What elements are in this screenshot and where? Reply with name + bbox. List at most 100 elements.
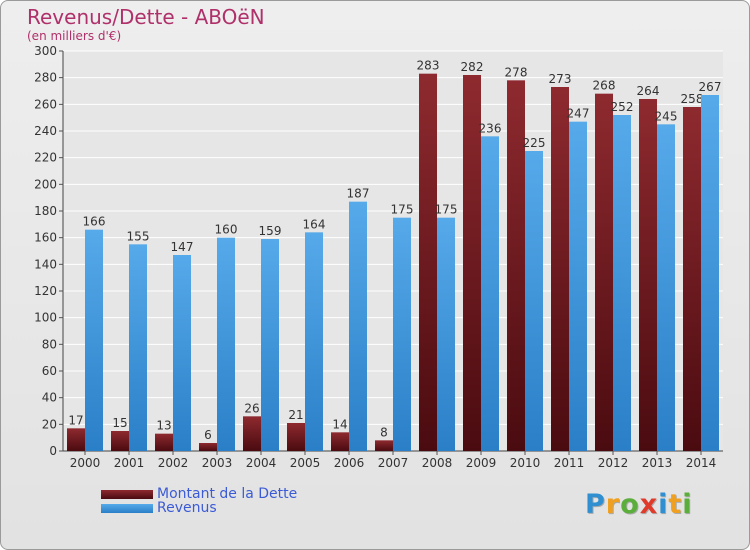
debt-bar-2002 (155, 433, 173, 451)
revenue-value-2002: 147 (171, 240, 194, 254)
x-tick-label-2004: 2004 (246, 456, 277, 470)
revenue-value-2003: 160 (215, 223, 238, 237)
y-tick-label: 240 (34, 124, 57, 138)
x-tick-label-2006: 2006 (334, 456, 365, 470)
debt-bar-2003 (199, 443, 217, 451)
revenue-value-2005: 164 (303, 217, 326, 231)
x-tick-label-2010: 2010 (510, 456, 541, 470)
revenue-bar-2008 (437, 217, 455, 451)
debt-value-2002: 13 (156, 419, 171, 433)
y-tick-label: 180 (34, 204, 57, 218)
debt-bar-2010 (507, 80, 525, 451)
y-tick-label: 120 (34, 284, 57, 298)
y-tick-label: 0 (49, 444, 57, 458)
revenue-value-2014: 267 (699, 80, 722, 94)
debt-value-2011: 273 (549, 72, 572, 86)
proxiti-logo: Proxiti (585, 489, 693, 520)
revenue-bar-2000 (85, 229, 103, 451)
x-tick-label-2013: 2013 (642, 456, 673, 470)
y-tick-label: 280 (34, 71, 57, 85)
revenue-bar-2013 (657, 124, 675, 451)
revenue-bar-2012 (613, 115, 631, 451)
x-tick-label-2001: 2001 (114, 456, 145, 470)
debt-value-2009: 282 (461, 60, 484, 74)
y-tick-label: 40 (42, 391, 57, 405)
legend: Montant de la Dette Revenus (101, 487, 297, 515)
legend-label-debt: Montant de la Dette (157, 486, 298, 502)
revenue-value-2007: 175 (391, 203, 414, 217)
legend-item-debt: Montant de la Dette (101, 487, 297, 501)
y-tick-label: 160 (34, 231, 57, 245)
logo-letter: i (658, 489, 669, 520)
y-tick-label: 80 (42, 337, 57, 351)
debt-value-2014: 258 (681, 92, 704, 106)
x-tick-label-2008: 2008 (422, 456, 453, 470)
debt-bar-2014 (683, 107, 701, 451)
legend-swatch-debt (101, 489, 153, 499)
revenue-bar-2004 (261, 239, 279, 451)
debt-value-2007: 8 (380, 425, 388, 439)
revenue-value-2008: 175 (435, 203, 458, 217)
debt-value-2003: 6 (204, 428, 212, 442)
revenue-value-2001: 155 (127, 229, 150, 243)
revenue-bar-2006 (349, 201, 367, 451)
debt-bar-2011 (551, 87, 569, 451)
debt-bar-2007 (375, 440, 393, 451)
y-tick-label: 60 (42, 364, 57, 378)
chart-subtitle: (en milliers d'€) (27, 29, 122, 43)
revenue-bar-2007 (393, 217, 411, 451)
x-tick-label-2011: 2011 (554, 456, 585, 470)
debt-bar-2000 (67, 428, 85, 451)
revenue-bar-2014 (701, 95, 719, 451)
revenue-value-2000: 166 (83, 215, 106, 229)
chart-title: Revenus/Dette - ABOëN (27, 5, 265, 29)
x-tick-label-2009: 2009 (466, 456, 497, 470)
x-tick-label-2012: 2012 (598, 456, 629, 470)
x-tick-label-2003: 2003 (202, 456, 233, 470)
revenue-value-2012: 252 (611, 100, 634, 114)
debt-value-2005: 21 (288, 408, 303, 422)
debt-bar-2006 (331, 432, 349, 451)
y-tick-label: 300 (34, 44, 57, 58)
revenue-bar-2005 (305, 232, 323, 451)
debt-value-2013: 264 (637, 84, 660, 98)
revenue-bar-2001 (129, 244, 147, 451)
legend-label-revenue: Revenus (157, 500, 217, 516)
revenue-value-2011: 247 (567, 107, 590, 121)
debt-value-2010: 278 (505, 65, 528, 79)
y-tick-label: 260 (34, 97, 57, 111)
logo-letter: P (585, 489, 606, 520)
debt-value-2000: 17 (68, 413, 83, 427)
x-tick-label-2007: 2007 (378, 456, 409, 470)
debt-value-2001: 15 (112, 416, 127, 430)
revenue-bar-2009 (481, 136, 499, 452)
debt-bar-2008 (419, 73, 437, 452)
revenue-bar-2003 (217, 237, 235, 451)
revenue-bar-2011 (569, 121, 587, 452)
debt-value-2008: 283 (417, 59, 440, 73)
legend-item-revenue: Revenus (101, 501, 297, 515)
x-tick-label-2000: 2000 (70, 456, 101, 470)
x-tick-label-2002: 2002 (158, 456, 189, 470)
debt-bar-2001 (111, 431, 129, 451)
y-tick-label: 140 (34, 257, 57, 271)
debt-bar-2005 (287, 423, 305, 451)
x-tick-label-2005: 2005 (290, 456, 321, 470)
y-tick-label: 220 (34, 151, 57, 165)
logo-letter: x (639, 489, 659, 520)
legend-swatch-revenue (101, 503, 153, 513)
debt-value-2012: 268 (593, 79, 616, 93)
revenue-value-2004: 159 (259, 224, 282, 238)
x-tick-label-2014: 2014 (686, 456, 717, 470)
revenue-bar-2010 (525, 151, 543, 451)
revenue-value-2009: 236 (479, 121, 502, 135)
y-tick-label: 20 (42, 417, 57, 431)
revenue-value-2010: 225 (523, 136, 546, 150)
revenue-bar-2002 (173, 255, 191, 451)
debt-value-2006: 14 (332, 417, 347, 431)
logo-letter: i (682, 489, 693, 520)
revenue-value-2013: 245 (655, 109, 678, 123)
logo-letter: t (668, 489, 683, 520)
debt-bar-2004 (243, 416, 261, 451)
